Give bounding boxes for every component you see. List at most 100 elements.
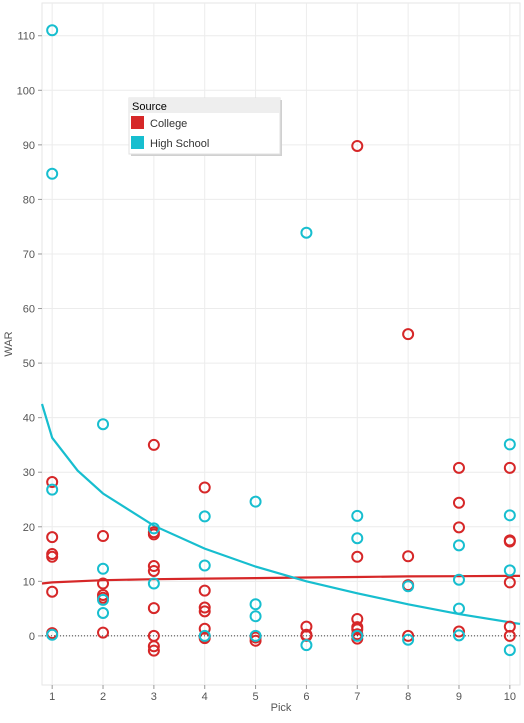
- data-point-college[interactable]: [97, 626, 110, 639]
- x-tick-label: 2: [100, 691, 106, 703]
- data-point-college[interactable]: [351, 550, 364, 563]
- y-tick-label: 0: [29, 631, 35, 643]
- data-point-college[interactable]: [351, 139, 364, 152]
- data-point-college[interactable]: [46, 550, 59, 563]
- x-axis-title: Pick: [271, 702, 292, 714]
- data-point-college[interactable]: [503, 576, 516, 589]
- data-point-high-school[interactable]: [402, 580, 415, 593]
- y-tick-label: 90: [23, 140, 35, 152]
- data-point-college[interactable]: [503, 535, 516, 548]
- x-tick-label: 7: [354, 691, 360, 703]
- grid: [42, 3, 520, 685]
- legend[interactable]: Source College High School: [128, 97, 282, 156]
- data-point-high-school[interactable]: [503, 644, 516, 657]
- x-tick-label: 9: [456, 691, 462, 703]
- x-tick-label: 4: [202, 691, 208, 703]
- data-point-college[interactable]: [452, 496, 465, 509]
- legend-label-college[interactable]: College: [150, 118, 187, 130]
- data-point-high-school[interactable]: [452, 602, 465, 615]
- data-point-high-school[interactable]: [351, 629, 364, 642]
- data-point-college[interactable]: [452, 625, 465, 638]
- y-tick-label: 20: [23, 522, 35, 534]
- data-point-high-school[interactable]: [46, 167, 59, 180]
- data-point-high-school[interactable]: [249, 495, 262, 508]
- data-point-college[interactable]: [402, 550, 415, 563]
- data-point-high-school[interactable]: [46, 483, 59, 496]
- x-tick-label: 8: [405, 691, 411, 703]
- data-point-high-school[interactable]: [503, 438, 516, 451]
- data-point-high-school[interactable]: [97, 418, 110, 431]
- data-point-college[interactable]: [97, 577, 110, 590]
- data-point-college[interactable]: [147, 644, 160, 657]
- data-point-college[interactable]: [46, 531, 59, 544]
- data-point-high-school[interactable]: [46, 24, 59, 37]
- data-point-college[interactable]: [97, 530, 110, 543]
- y-tick-label: 10: [23, 576, 35, 588]
- data-point-high-school[interactable]: [503, 564, 516, 577]
- y-tick-label: 100: [17, 85, 35, 97]
- data-point-college[interactable]: [46, 476, 59, 489]
- data-point-high-school[interactable]: [97, 593, 110, 606]
- data-point-college[interactable]: [147, 560, 160, 573]
- y-tick-label: 70: [23, 249, 35, 261]
- data-point-college[interactable]: [147, 640, 160, 653]
- legend-label-high-school[interactable]: High School: [150, 138, 209, 150]
- data-point-college[interactable]: [402, 328, 415, 341]
- data-point-high-school[interactable]: [97, 562, 110, 575]
- y-tick-label: 40: [23, 413, 35, 425]
- data-point-high-school[interactable]: [249, 610, 262, 623]
- data-point-college[interactable]: [147, 528, 160, 541]
- data-point-college[interactable]: [452, 521, 465, 534]
- data-point-high-school[interactable]: [402, 633, 415, 646]
- data-point-college[interactable]: [503, 629, 516, 642]
- y-tick-label: 50: [23, 358, 35, 370]
- x-tick-label: 1: [49, 691, 55, 703]
- data-point-high-school[interactable]: [249, 598, 262, 611]
- legend-swatch-high-school[interactable]: [131, 136, 144, 149]
- data-point-high-school[interactable]: [300, 639, 313, 652]
- data-point-high-school[interactable]: [452, 573, 465, 586]
- data-point-high-school[interactable]: [198, 629, 211, 642]
- data-point-high-school[interactable]: [198, 559, 211, 572]
- data-point-high-school[interactable]: [351, 532, 364, 545]
- x-tick-label: 10: [504, 691, 516, 703]
- y-tick-label: 80: [23, 194, 35, 206]
- data-point-college[interactable]: [198, 584, 211, 597]
- data-point-college[interactable]: [402, 629, 415, 642]
- y-axis-title: WAR: [3, 331, 15, 356]
- data-point-high-school[interactable]: [198, 510, 211, 523]
- data-point-college[interactable]: [147, 564, 160, 577]
- y-axis-ticks: 0 10 20 30 40 50 60 70 80 90 100 110: [17, 31, 42, 643]
- data-point-college[interactable]: [249, 634, 262, 647]
- legend-swatch-college[interactable]: [131, 116, 144, 129]
- data-point-high-school[interactable]: [97, 606, 110, 619]
- x-tick-label: 3: [151, 691, 157, 703]
- data-point-college[interactable]: [452, 461, 465, 474]
- data-point-high-school[interactable]: [300, 226, 313, 239]
- data-point-high-school[interactable]: [249, 629, 262, 642]
- data-point-college[interactable]: [198, 605, 211, 618]
- data-point-high-school[interactable]: [147, 577, 160, 590]
- data-point-high-school[interactable]: [351, 509, 364, 522]
- trend-line-college: [41, 574, 520, 585]
- y-tick-label: 30: [23, 467, 35, 479]
- data-point-college[interactable]: [503, 461, 516, 474]
- x-tick-label: 5: [253, 691, 259, 703]
- x-tick-label: 6: [303, 691, 309, 703]
- data-point-college[interactable]: [46, 585, 59, 598]
- data-point-high-school[interactable]: [452, 629, 465, 642]
- data-point-high-school[interactable]: [452, 539, 465, 552]
- y-tick-label: 110: [17, 31, 35, 43]
- data-point-high-school[interactable]: [503, 509, 516, 522]
- data-point-college[interactable]: [198, 481, 211, 494]
- data-point-high-school[interactable]: [46, 628, 59, 641]
- data-point-high-school[interactable]: [147, 522, 160, 535]
- x-axis-ticks: 1 2 3 4 5 6 7 8 9 10: [49, 685, 516, 703]
- data-point-college[interactable]: [198, 601, 211, 614]
- data-points: [46, 24, 516, 657]
- legend-title: Source: [132, 101, 167, 113]
- data-point-college[interactable]: [147, 602, 160, 615]
- data-point-college[interactable]: [147, 438, 160, 451]
- y-tick-label: 60: [23, 304, 35, 316]
